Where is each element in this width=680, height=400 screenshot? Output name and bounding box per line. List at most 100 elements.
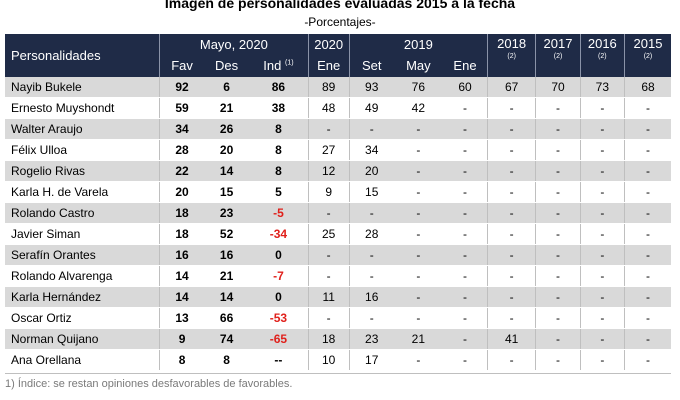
cell-y2015: - xyxy=(623,286,671,308)
cell-c2020: 25 xyxy=(307,223,350,245)
header-set: Set xyxy=(348,54,394,77)
cell-y2018: 67 xyxy=(486,77,536,98)
cell-set: - xyxy=(348,307,394,329)
cell-ene: - xyxy=(443,97,488,119)
cell-y2018: - xyxy=(486,265,536,287)
cell-ene: - xyxy=(443,307,488,329)
cell-set: 17 xyxy=(348,349,394,371)
cell-fav: 14 xyxy=(159,265,204,287)
cell-may: - xyxy=(393,244,444,266)
header-2017-note: (2) xyxy=(553,53,563,60)
cell-y2017: - xyxy=(535,97,581,119)
cell-y2015: - xyxy=(623,307,671,329)
cell-may: 21 xyxy=(393,328,444,350)
cell-c2020: - xyxy=(307,307,350,329)
header-2018: 2018 (2) xyxy=(486,34,536,77)
cell-y2016: - xyxy=(579,160,625,182)
cell-may: - xyxy=(393,286,444,308)
cell-y2015: - xyxy=(623,265,671,287)
cell-c2020: 27 xyxy=(307,139,350,161)
cell-ind: 86 xyxy=(249,77,309,98)
cell-y2017: - xyxy=(535,223,581,245)
cell-may: - xyxy=(393,160,444,182)
cell-set: 34 xyxy=(348,139,394,161)
cell-c2020: - xyxy=(307,202,350,224)
cell-y2018: - xyxy=(486,97,536,119)
table-row: Serafín Orantes 16 16 0- - - - - - - - xyxy=(5,244,671,266)
cell-ene: 60 xyxy=(443,77,488,98)
cell-c2020: 18 xyxy=(307,328,350,350)
cell-ene: - xyxy=(443,286,488,308)
cell-y2015: - xyxy=(623,160,671,182)
cell-y2017: - xyxy=(535,118,581,140)
cell-y2018: - xyxy=(486,223,536,245)
header-2016-note: (2) xyxy=(598,53,607,60)
cell-des: 20 xyxy=(203,139,250,161)
cell-may: - xyxy=(393,265,444,287)
cell-fav: 20 xyxy=(159,181,204,203)
table-row: Rogelio Rivas 22 14 8 12 20- - - - - - xyxy=(5,160,671,182)
cell-set: - xyxy=(348,244,394,266)
cell-des: 21 xyxy=(203,97,250,119)
cell-c2020: 89 xyxy=(307,77,350,98)
cell-fav: 9 xyxy=(159,328,204,350)
cell-name: Ernesto Muyshondt xyxy=(5,97,160,119)
header-2018-label: 2018 xyxy=(497,36,527,51)
cell-des: 14 xyxy=(203,160,250,182)
cell-y2018: - xyxy=(486,202,536,224)
cell-ene: - xyxy=(443,328,488,350)
table-row: Karla Hernández 14 14 0 11 16- - - - - - xyxy=(5,286,671,308)
cell-y2016: - xyxy=(579,307,625,329)
cell-may: - xyxy=(393,181,444,203)
table-row: Norman Quijano 9 74 -65 18 23 21-41- - - xyxy=(5,328,671,350)
cell-y2018: 41 xyxy=(486,328,536,350)
cell-fav: 18 xyxy=(159,223,204,245)
cell-may: - xyxy=(393,349,444,371)
table-body: Nayib Bukele 92 6 86 89 93 76 60 67 70 73 68 Ernesto… xyxy=(5,77,671,371)
cell-y2015: - xyxy=(623,97,671,119)
header-2017-label: 2017 xyxy=(543,36,573,51)
cell-y2018: - xyxy=(486,307,536,329)
cell-fav: 13 xyxy=(159,307,204,329)
cell-des: 6 xyxy=(203,77,250,98)
header-2015: 2015 (2) xyxy=(623,34,671,77)
cell-y2018: - xyxy=(486,349,536,371)
cell-fav: 16 xyxy=(159,244,204,266)
cell-ene: - xyxy=(443,139,488,161)
cell-y2017: - xyxy=(535,286,581,308)
cell-ind: 5 xyxy=(249,181,309,203)
cell-y2016: - xyxy=(579,244,625,266)
table-row: Nayib Bukele 92 6 86 89 93 76 60 67 70 73 68 xyxy=(5,77,671,98)
cell-des: 74 xyxy=(203,328,250,350)
cell-set: - xyxy=(348,265,394,287)
cell-y2016: - xyxy=(579,286,625,308)
cell-ind: -5 xyxy=(249,202,309,224)
cell-fav: 8 xyxy=(159,349,204,371)
cell-may: - xyxy=(393,307,444,329)
cell-y2016: - xyxy=(579,349,625,371)
cell-name: Karla Hernández xyxy=(5,286,160,308)
cell-name: Serafín Orantes xyxy=(5,244,160,266)
cell-y2015: - xyxy=(623,244,671,266)
cell-y2018: - xyxy=(486,244,536,266)
table-row: Walter Araujo 34 26 8- - - - - - - - xyxy=(5,118,671,140)
cell-y2016: - xyxy=(579,265,625,287)
cell-des: 52 xyxy=(203,223,250,245)
cell-c2020: - xyxy=(307,244,350,266)
cell-c2020: - xyxy=(307,118,350,140)
cell-y2018: - xyxy=(486,181,536,203)
cell-ene: - xyxy=(443,160,488,182)
cell-y2017: 70 xyxy=(535,77,581,98)
header-2019: 2019 xyxy=(348,34,488,54)
header-2017: 2017 (2) xyxy=(535,34,581,77)
header-personalidades: Personalidades xyxy=(5,34,160,77)
cell-ind: 8 xyxy=(249,139,309,161)
cell-ene: - xyxy=(443,181,488,203)
cell-y2016: - xyxy=(579,202,625,224)
header-ene-2020: Ene xyxy=(307,54,350,77)
cell-y2018: - xyxy=(486,118,536,140)
cell-ene: - xyxy=(443,223,488,245)
cell-ind: 0 xyxy=(249,244,309,266)
header-2016: 2016 (2) xyxy=(579,34,625,77)
cell-ind: -7 xyxy=(249,265,309,287)
